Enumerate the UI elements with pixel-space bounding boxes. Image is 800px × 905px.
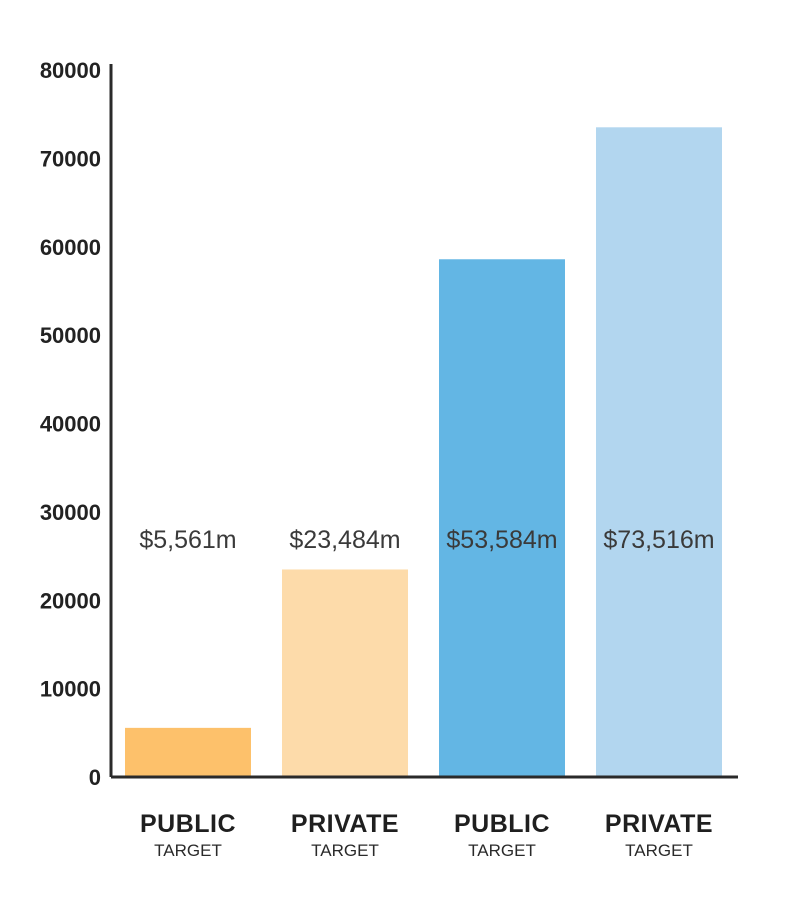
category-sublabel-2: TARGET [311,841,379,860]
y-tick-label: 0 [89,765,101,790]
y-tick-label: 70000 [40,146,101,171]
bar-1 [125,727,251,777]
y-tick-label: 60000 [40,235,101,260]
y-tick-label: 50000 [40,323,101,348]
y-tick-label: 20000 [40,588,101,613]
y-tick-label: 40000 [40,412,101,437]
data-label-3: $53,584m [446,526,557,554]
data-label-1: $5,561m [139,526,236,554]
bar-3 [439,259,565,777]
category-label-1: PUBLIC [140,810,236,838]
bar-2 [282,569,408,777]
category-sublabel-3: TARGET [468,841,536,860]
category-label-4: PRIVATE [605,810,713,838]
category-label-2: PRIVATE [291,810,399,838]
data-label-4: $73,516m [603,526,714,554]
data-labels: $5,561m $23,484m $53,584m $73,516m [139,526,714,554]
y-tick-label: 10000 [40,677,101,702]
bars [125,127,722,777]
category-sublabel-1: TARGET [154,841,222,860]
data-label-2: $23,484m [289,526,400,554]
y-tick-label: 80000 [40,58,101,83]
y-axis-ticks: 0 10000 20000 30000 40000 50000 60000 70000 8000… [40,58,101,790]
category-sublabel-4: TARGET [625,841,693,860]
bar-4 [596,127,722,777]
y-tick-label: 30000 [40,500,101,525]
x-axis-labels: PUBLIC TARGET PRIVATE TARGET PUBLIC TARGET PRI… [140,810,713,860]
category-label-3: PUBLIC [454,810,550,838]
